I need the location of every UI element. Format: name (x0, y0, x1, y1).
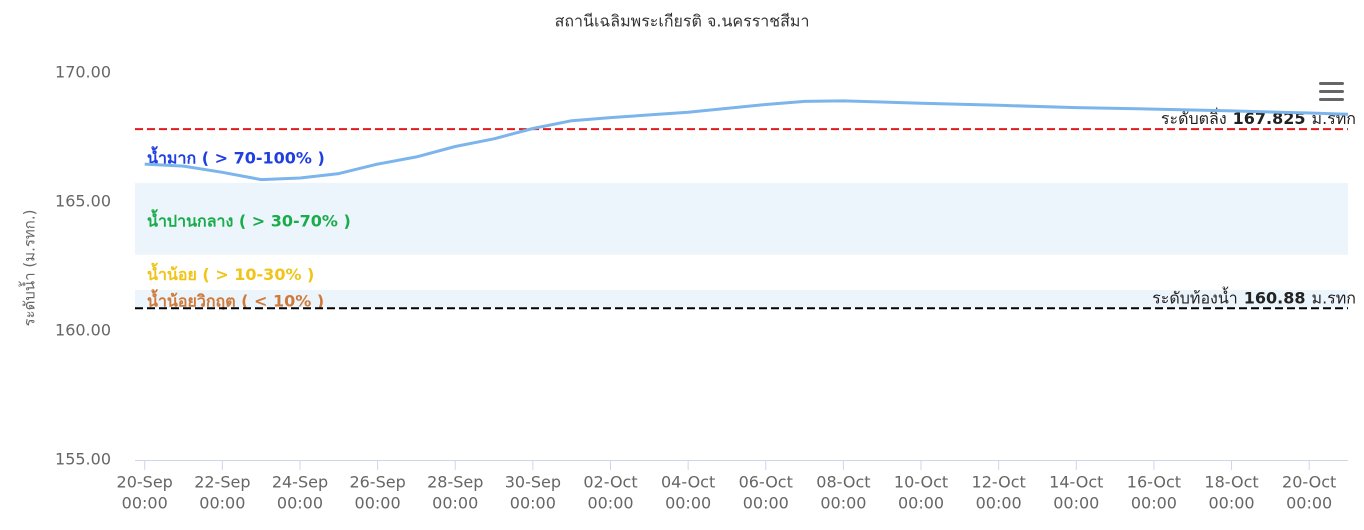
x-tick-label: 00:00 (432, 494, 478, 513)
x-tick-label: 10-Oct (894, 473, 948, 492)
x-tick-label: 00:00 (1053, 494, 1099, 513)
x-tick-label: 00:00 (743, 494, 789, 513)
x-tick-label: 28-Sep (427, 473, 483, 492)
band-label: น้ำปานกลาง ( > 30-70% ) (147, 208, 351, 230)
x-tick-label: 04-Oct (661, 473, 715, 492)
plot-band (135, 289, 1348, 309)
x-tick-label: 22-Sep (194, 473, 250, 492)
x-tick-label: 30-Sep (505, 473, 561, 492)
x-tick-label: 18-Oct (1204, 473, 1258, 492)
x-tick-label: 26-Sep (349, 473, 405, 492)
y-tick-label: 165.00 (55, 192, 111, 211)
x-tick-label: 00:00 (820, 494, 866, 513)
x-tick-label: 12-Oct (972, 473, 1026, 492)
y-tick-label: 170.00 (55, 63, 111, 82)
y-tick-label: 160.00 (55, 321, 111, 340)
plot-band (135, 182, 1348, 255)
y-axis-label: ระดับน้ำ (ม.รทก.) (19, 210, 39, 327)
plot-line-suffix: ม.รทก (1312, 288, 1356, 307)
x-tick-label: 00:00 (1131, 494, 1177, 513)
band-label: น้ำน้อย ( > 10-30% ) (147, 262, 314, 284)
x-tick-label: 00:00 (199, 494, 245, 513)
x-tick-label: 06-Oct (739, 473, 793, 492)
plot-line-label: ระดับท้องน้ำ 160.88 ม.รทก (1152, 286, 1356, 307)
band-label: น้ำมาก ( > 70-100% ) (147, 146, 325, 168)
x-tick-label: 00:00 (510, 494, 556, 513)
x-tick-label: 20-Oct (1282, 473, 1336, 492)
x-tick-label: 00:00 (355, 494, 401, 513)
x-tick-label: 24-Sep (272, 473, 328, 492)
x-tick-label: 20-Sep (117, 473, 173, 492)
x-tick-label: 00:00 (122, 494, 168, 513)
plot-band (135, 254, 1348, 290)
x-tick-label: 00:00 (898, 494, 944, 513)
x-tick-label: 02-Oct (583, 473, 637, 492)
x-tick-label: 16-Oct (1127, 473, 1181, 492)
data-line (144, 99, 1349, 182)
x-tick-label: 00:00 (1208, 494, 1254, 513)
x-tick-label: 14-Oct (1049, 473, 1103, 492)
plot-line-value: 160.88 (1244, 288, 1306, 307)
y-tick-label: 155.00 (55, 450, 111, 469)
x-tick-label: 00:00 (587, 494, 633, 513)
plot-line-prefix: ระดับท้องน้ำ (1152, 286, 1238, 307)
plot-line-suffix: ม.รทก (1312, 109, 1356, 128)
x-tick-label: 00:00 (665, 494, 711, 513)
x-tick-label: 00:00 (976, 494, 1022, 513)
x-tick-label: 00:00 (277, 494, 323, 513)
chart-title: สถานีเฉลิมพระเกียรติ จ.นครราชสีมา (555, 12, 810, 31)
menu-button[interactable] (1319, 82, 1344, 101)
band-label: น้ำน้อยวิกฤต ( < 10% ) (147, 289, 324, 311)
x-tick-label: 00:00 (1286, 494, 1332, 513)
x-tick-label: 08-Oct (816, 473, 870, 492)
